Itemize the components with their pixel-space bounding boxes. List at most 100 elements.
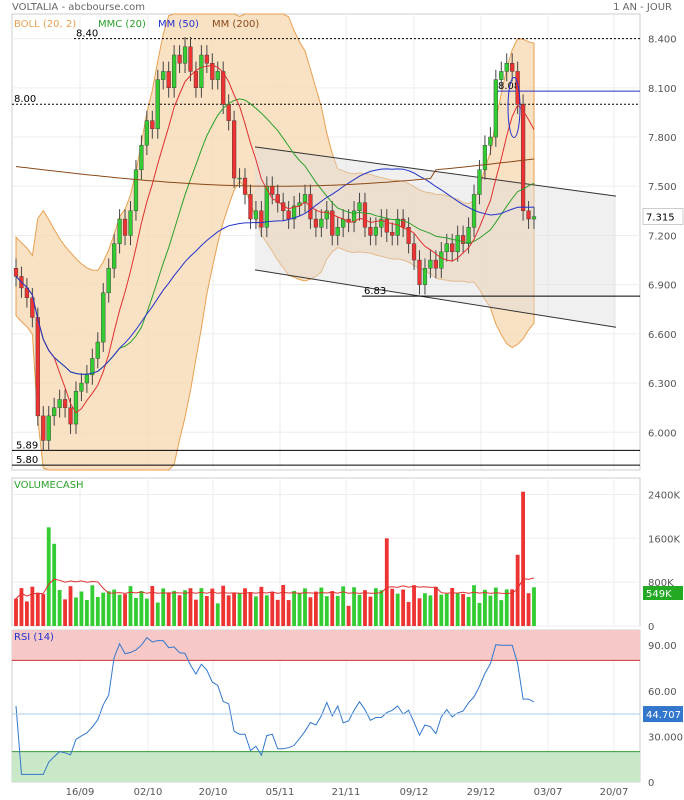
- volume-bar: [35, 592, 40, 626]
- level-label: 5.80: [16, 455, 38, 466]
- mm-short-line: [15, 64, 535, 414]
- volume-bar: [319, 587, 324, 626]
- y-tick-label: 7.500: [648, 182, 677, 193]
- volume-bar: [270, 592, 275, 626]
- volume-bar: [504, 589, 509, 626]
- candle-body: [226, 104, 231, 121]
- candle-body: [504, 63, 509, 72]
- volume-bar: [292, 590, 296, 626]
- last-volume-label: 549K: [646, 589, 672, 600]
- vol-tick-label: 0: [648, 622, 654, 633]
- volume-bar: [341, 586, 346, 626]
- candle-body: [482, 145, 488, 171]
- volume-bar: [264, 595, 269, 626]
- volume-bar: [112, 589, 117, 626]
- volume-bar: [455, 593, 460, 626]
- volume-bar: [210, 588, 215, 626]
- volume-bar: [444, 593, 449, 626]
- candle-body: [166, 71, 171, 89]
- candle-body: [466, 227, 471, 244]
- candle-body: [439, 251, 444, 269]
- trend-channel-lower: [254, 269, 617, 328]
- candle-body: [13, 268, 19, 277]
- volume-bar: [368, 596, 373, 626]
- candle-body: [155, 79, 160, 130]
- candle-body: [57, 399, 62, 408]
- candle-body: [515, 71, 520, 105]
- candle-body: [117, 218, 122, 244]
- candle-body: [112, 243, 117, 269]
- volume-bar: [532, 587, 536, 626]
- volume-bar: [499, 600, 504, 626]
- volume-bar: [461, 593, 466, 626]
- x-tick-label: 09/12: [400, 787, 429, 798]
- volume-bar: [166, 592, 171, 626]
- vol-tick-label: 1600K: [648, 534, 680, 545]
- volume-bar: [330, 591, 335, 626]
- volume-bar: [183, 590, 187, 626]
- level-label: 8.08: [498, 81, 520, 92]
- volume-bar: [243, 588, 247, 626]
- rsi-tick-label: 30.000: [648, 732, 683, 743]
- candle-body: [324, 210, 329, 220]
- volume-bar: [406, 601, 411, 626]
- volume-bar: [161, 588, 166, 626]
- volume-bar: [417, 598, 422, 626]
- candle-body: [401, 218, 406, 228]
- y-tick-label: 7.800: [648, 133, 677, 144]
- volume-bar: [308, 597, 313, 626]
- x-tick-label: 16/09: [66, 787, 95, 798]
- volume-bar: [281, 584, 286, 626]
- candle-body: [122, 218, 128, 236]
- candle-body: [406, 227, 411, 244]
- candle-body: [204, 54, 209, 64]
- volume-bar: [521, 491, 526, 626]
- volume-bar: [450, 588, 455, 626]
- candle-body: [493, 79, 498, 138]
- rsi-tick-label: 60.00: [648, 687, 677, 698]
- volume-bar: [352, 587, 356, 626]
- y-tick-label: 6.600: [648, 330, 677, 341]
- volume-legend: VOLUMECASH: [14, 480, 84, 491]
- candle-body: [379, 218, 384, 228]
- candle-body: [291, 205, 297, 220]
- candle-body: [330, 210, 335, 236]
- last-price-label: 7.315: [646, 213, 675, 224]
- x-tick-label: 03/07: [534, 787, 563, 798]
- candle-body: [68, 407, 73, 425]
- rsi-overbought-zone: [12, 630, 640, 661]
- volume-bar: [14, 598, 18, 626]
- vol-tick-label: 800K: [648, 578, 674, 589]
- candle-body: [531, 216, 537, 220]
- volume-bar: [117, 594, 122, 626]
- volume-bar: [477, 602, 482, 626]
- level-label: 5.89: [16, 440, 38, 451]
- volume-bar: [335, 595, 340, 626]
- volume-bar: [150, 585, 155, 626]
- volume-bar: [172, 590, 177, 626]
- candle-body: [199, 54, 204, 89]
- candle-body: [461, 235, 466, 244]
- candle-body: [428, 259, 433, 269]
- volume-bar: [515, 554, 520, 626]
- volume-bar: [194, 599, 198, 626]
- candle-body: [106, 268, 111, 294]
- volume-bar: [373, 588, 378, 626]
- candle-body: [444, 243, 449, 253]
- highlight-ellipse: [507, 76, 521, 138]
- volume-bar: [90, 585, 95, 626]
- volume-bar: [19, 588, 24, 626]
- last-rsi-badge: [643, 706, 683, 723]
- volume-bar: [412, 585, 416, 626]
- volume-bar: [390, 588, 395, 626]
- volume-bar: [74, 597, 78, 626]
- y-tick-label: 6.000: [648, 428, 677, 439]
- candle-body: [231, 120, 237, 179]
- level-label: 8.00: [14, 94, 36, 105]
- candle-body: [417, 259, 422, 285]
- volume-bar: [84, 600, 89, 626]
- volume-bar: [52, 543, 57, 626]
- last-volume-badge: [643, 586, 683, 600]
- volume-bar: [95, 597, 100, 626]
- volume-bar: [428, 595, 433, 626]
